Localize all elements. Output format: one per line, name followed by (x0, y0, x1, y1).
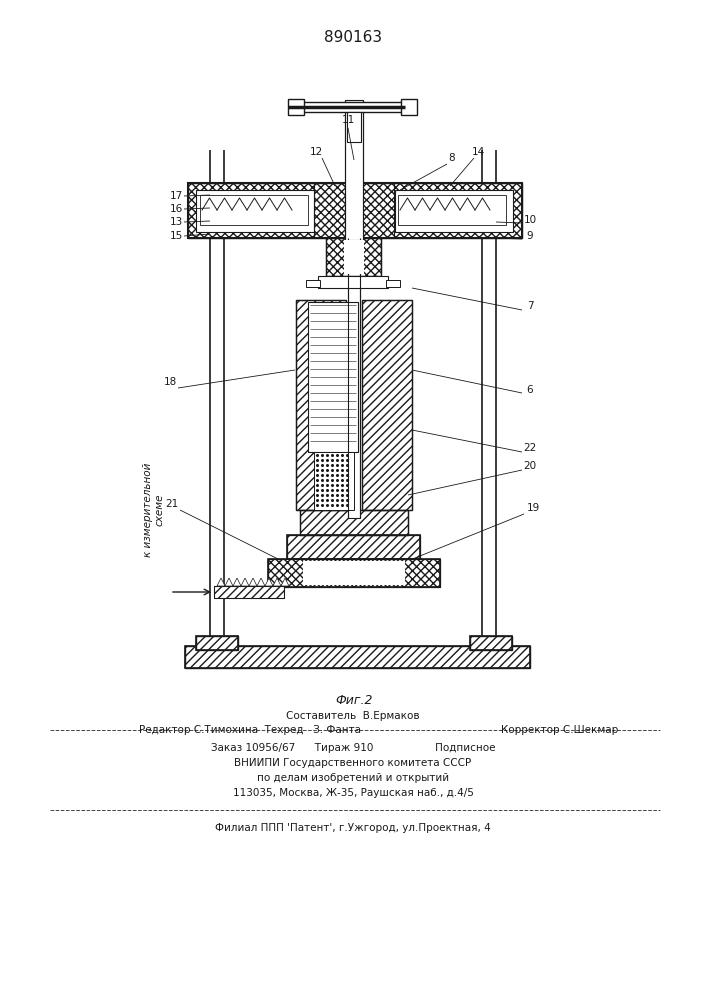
Bar (386, 280, 400, 287)
Bar (348, 238, 360, 518)
Bar (287, 535, 420, 559)
Bar (306, 280, 320, 287)
Text: по делам изобретений и открытий: по делам изобретений и открытий (257, 773, 449, 783)
Bar (326, 238, 381, 276)
Text: 18: 18 (163, 377, 177, 387)
Text: 22: 22 (523, 443, 537, 453)
Bar (398, 195, 506, 225)
Text: 11: 11 (341, 115, 355, 125)
Text: Заказ 10956/67      Тираж 910                   Подписное: Заказ 10956/67 Тираж 910 Подписное (211, 743, 495, 753)
Bar (185, 646, 530, 668)
Text: 6: 6 (527, 385, 533, 395)
Polygon shape (225, 578, 233, 586)
Polygon shape (273, 578, 281, 586)
Text: 13: 13 (170, 217, 182, 227)
Bar (308, 302, 358, 452)
Bar (188, 183, 522, 238)
Bar (196, 636, 238, 650)
Text: 17: 17 (170, 191, 182, 201)
Bar (268, 559, 440, 587)
Bar (344, 240, 364, 274)
Text: ВНИИПИ Государственного комитета СССР: ВНИИПИ Государственного комитета СССР (235, 758, 472, 768)
Text: 19: 19 (527, 503, 539, 513)
Bar (314, 452, 354, 510)
Bar (345, 100, 363, 240)
Text: Редактор С.Тимохина  Техред   З. Фанта: Редактор С.Тимохина Техред З. Фанта (139, 725, 361, 735)
Text: Фиг.2: Фиг.2 (335, 694, 373, 706)
Text: 20: 20 (523, 461, 537, 471)
Bar (470, 636, 512, 650)
Text: 113035, Москва, Ж-35, Раушская наб., д.4/5: 113035, Москва, Ж-35, Раушская наб., д.4… (233, 788, 474, 798)
Bar (287, 535, 420, 559)
Bar (303, 561, 405, 585)
Bar (296, 300, 346, 510)
Bar (300, 510, 408, 535)
Polygon shape (249, 578, 257, 586)
Text: 7: 7 (527, 301, 533, 311)
Bar (296, 300, 346, 510)
Bar (300, 510, 408, 535)
Text: 16: 16 (170, 204, 182, 214)
Bar (188, 183, 522, 238)
Bar (303, 102, 403, 112)
Bar (470, 636, 512, 650)
Polygon shape (217, 578, 225, 586)
Text: 9: 9 (527, 231, 533, 241)
Bar (214, 586, 284, 598)
Text: 21: 21 (165, 499, 179, 509)
Bar (318, 276, 388, 288)
Bar (347, 112, 361, 142)
Bar (196, 636, 238, 650)
Bar (288, 99, 304, 115)
Polygon shape (257, 578, 265, 586)
Bar (326, 238, 381, 276)
Bar (401, 99, 417, 115)
Bar (268, 559, 440, 587)
Polygon shape (281, 578, 289, 586)
Bar (362, 300, 412, 510)
Text: Филиал ППП 'Патент', г.Ужгород, ул.Проектная, 4: Филиал ППП 'Патент', г.Ужгород, ул.Проек… (215, 823, 491, 833)
Text: 15: 15 (170, 231, 182, 241)
Text: к измерительной: к измерительной (143, 463, 153, 557)
Text: 14: 14 (472, 147, 484, 157)
Text: Составитель  В.Ермаков: Составитель В.Ермаков (286, 711, 420, 721)
Bar (395, 190, 513, 232)
Polygon shape (265, 578, 273, 586)
Text: схеме: схеме (155, 494, 165, 526)
Bar (185, 646, 530, 668)
Text: Корректор С.Шекмар: Корректор С.Шекмар (501, 725, 619, 735)
Text: 10: 10 (523, 215, 537, 225)
Polygon shape (233, 578, 241, 586)
Text: 8: 8 (449, 153, 455, 163)
Text: 12: 12 (310, 147, 322, 157)
Bar (200, 195, 308, 225)
Bar (362, 300, 412, 510)
Bar (214, 586, 284, 598)
Text: 890163: 890163 (324, 30, 382, 45)
Bar (196, 190, 314, 232)
Polygon shape (241, 578, 249, 586)
